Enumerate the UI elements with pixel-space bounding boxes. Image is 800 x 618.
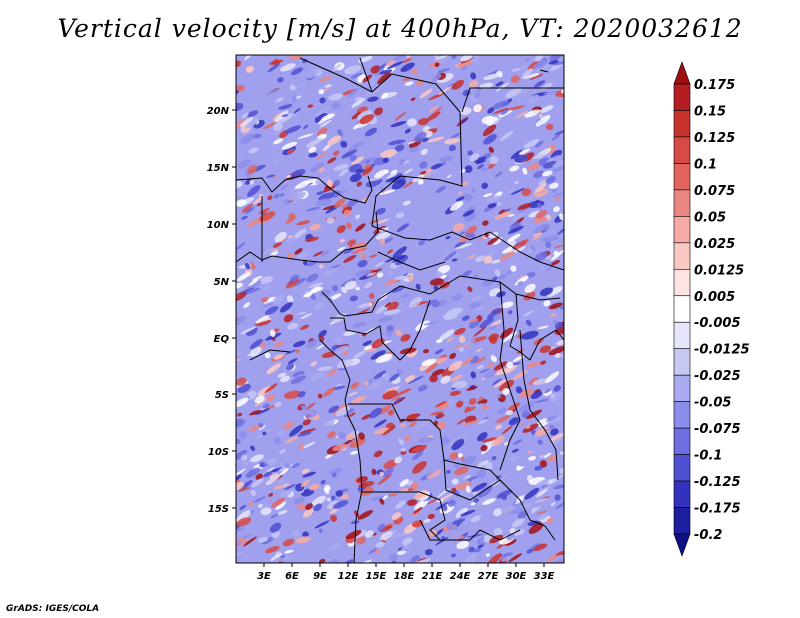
colorbar-label: 0.025 — [694, 237, 735, 252]
lon-label: 18E — [394, 571, 415, 582]
colorbar-label: -0.2 — [694, 528, 722, 543]
colorbar-label: -0.005 — [694, 316, 741, 331]
lon-label: 33E — [534, 571, 555, 582]
colorbar: 0.175 0.15 0.125 0.1 0.075 0.05 0.025 0.0125 0.0… — [673, 61, 750, 557]
colorbar-cell — [673, 242, 691, 270]
colorbar-cell — [673, 268, 691, 297]
lon-label: 6E — [285, 571, 299, 582]
colorbar-label: -0.0125 — [694, 343, 750, 358]
colorbar-label: 0.05 — [694, 210, 726, 225]
colorbar-label: -0.05 — [694, 396, 731, 411]
lat-label: 5N — [214, 277, 230, 288]
lat-label: 15N — [207, 163, 230, 174]
lon-label: 9E — [313, 571, 327, 582]
colorbar-cell — [673, 401, 691, 429]
latitude-axis: 20N 15N 10N 5N EQ 5S 10S 15S — [207, 106, 236, 515]
lat-label: 10N — [207, 220, 230, 231]
longitude-axis: 3E 6E 9E 12E 15E 18E 21E 24E 27E 30E 33E — [257, 563, 555, 582]
lat-label: 15S — [208, 504, 229, 515]
colorbar-label: -0.175 — [694, 502, 741, 517]
lon-label: 12E — [338, 571, 359, 582]
colorbar-label: -0.1 — [694, 449, 722, 464]
colorbar-cell — [673, 321, 691, 350]
lon-label: 21E — [422, 571, 443, 582]
lat-label: 5S — [215, 390, 229, 401]
colorbar-cell — [673, 295, 691, 323]
lon-label: 27E — [478, 571, 499, 582]
colorbar-label: 0.005 — [694, 290, 735, 305]
colorbar-cell — [673, 374, 691, 402]
lon-label: 15E — [366, 571, 387, 582]
colorbar-label: 0.175 — [694, 78, 735, 93]
lat-label: 20N — [207, 106, 230, 117]
colorbar-cell — [673, 480, 691, 508]
colorbar-cell — [673, 454, 691, 482]
colorbar-label: 0.075 — [694, 184, 735, 199]
lon-label: 24E — [450, 571, 471, 582]
map-frame — [235, 54, 565, 564]
lon-label: 3E — [257, 571, 271, 582]
colorbar-label: 0.15 — [694, 104, 726, 119]
colorbar-label: 0.125 — [694, 131, 735, 146]
colorbar-label: 0.1 — [694, 157, 717, 172]
colorbar-cell — [673, 61, 691, 85]
colorbar-label: -0.125 — [694, 475, 741, 490]
colorbar-cell — [673, 163, 691, 191]
colorbar-cell — [673, 216, 691, 244]
colorbar-cell — [673, 348, 691, 376]
colorbar-cell — [673, 136, 691, 164]
colorbar-cell — [673, 189, 691, 217]
colorbar-cell — [673, 533, 691, 557]
colorbar-cell — [673, 110, 691, 138]
country-borders — [236, 57, 564, 563]
lat-label: EQ — [214, 334, 230, 345]
colorbar-label: -0.075 — [694, 422, 741, 437]
colorbar-cell — [673, 83, 691, 111]
lat-label: 10S — [208, 447, 229, 458]
lon-label: 30E — [506, 571, 527, 582]
colorbar-cell — [673, 427, 691, 455]
chart-title: Vertical velocity [m/s] at 400hPa, VT: 2… — [57, 14, 743, 43]
velocity-field — [236, 55, 564, 563]
colorbar-cell — [673, 507, 691, 535]
colorbar-label: -0.025 — [694, 369, 741, 384]
colorbar-label: 0.0125 — [694, 263, 744, 278]
credit-text: GrADS: IGES/COLA — [6, 604, 100, 614]
